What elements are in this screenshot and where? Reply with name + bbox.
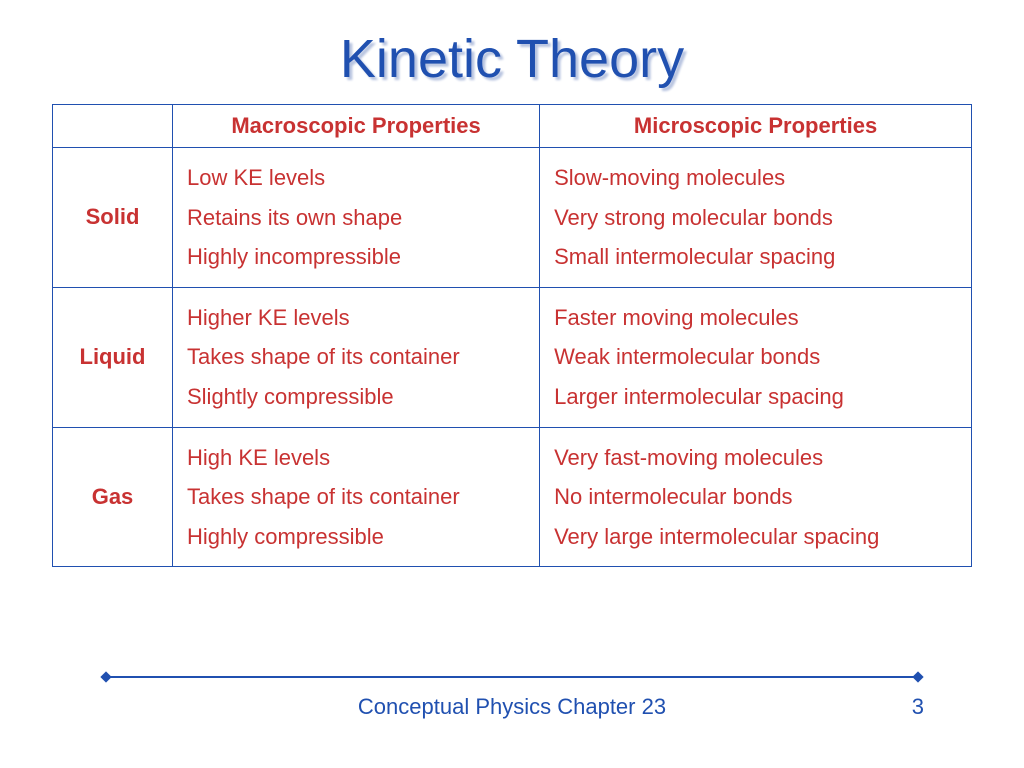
cell-line: Retains its own shape [187,198,529,238]
cell-line: Very large intermolecular spacing [554,517,961,557]
table-row: Liquid Higher KE levels Takes shape of i… [53,287,972,427]
cell-line: Very fast-moving molecules [554,438,961,478]
properties-table: Macroscopic Properties Microscopic Prope… [52,104,972,567]
page-number: 3 [912,694,924,720]
cell-line: Very strong molecular bonds [554,198,961,238]
slide-title: Kinetic Theory [0,0,1024,104]
cell-gas-macro: High KE levels Takes shape of its contai… [173,427,540,567]
cell-line: No intermolecular bonds [554,477,961,517]
col-header-empty [53,105,173,148]
cell-line: Weak intermolecular bonds [554,337,961,377]
cell-line: Slow-moving molecules [554,158,961,198]
cell-liquid-micro: Faster moving molecules Weak intermolecu… [540,287,972,427]
cell-line: Larger intermolecular spacing [554,377,961,417]
row-label-liquid: Liquid [53,287,173,427]
table-row: Solid Low KE levels Retains its own shap… [53,148,972,288]
col-header-micro: Microscopic Properties [540,105,972,148]
cell-line: Slightly compressible [187,377,529,417]
cell-line: Highly compressible [187,517,529,557]
footer-divider [102,674,922,680]
cell-line: Takes shape of its container [187,337,529,377]
cell-line: Faster moving molecules [554,298,961,338]
cell-line: Low KE levels [187,158,529,198]
table-header-row: Macroscopic Properties Microscopic Prope… [53,105,972,148]
row-label-gas: Gas [53,427,173,567]
cell-solid-micro: Slow-moving molecules Very strong molecu… [540,148,972,288]
cell-line: Small intermolecular spacing [554,237,961,277]
table-row: Gas High KE levels Takes shape of its co… [53,427,972,567]
col-header-macro: Macroscopic Properties [173,105,540,148]
divider-diamond-icon [912,671,923,682]
divider-line [108,676,916,678]
cell-line: Highly incompressible [187,237,529,277]
cell-line: Takes shape of its container [187,477,529,517]
footer-text: Conceptual Physics Chapter 23 [358,694,666,720]
footer: Conceptual Physics Chapter 23 [0,674,1024,720]
cell-solid-macro: Low KE levels Retains its own shape High… [173,148,540,288]
cell-line: Higher KE levels [187,298,529,338]
cell-line: High KE levels [187,438,529,478]
row-label-solid: Solid [53,148,173,288]
cell-liquid-macro: Higher KE levels Takes shape of its cont… [173,287,540,427]
cell-gas-micro: Very fast-moving molecules No intermolec… [540,427,972,567]
